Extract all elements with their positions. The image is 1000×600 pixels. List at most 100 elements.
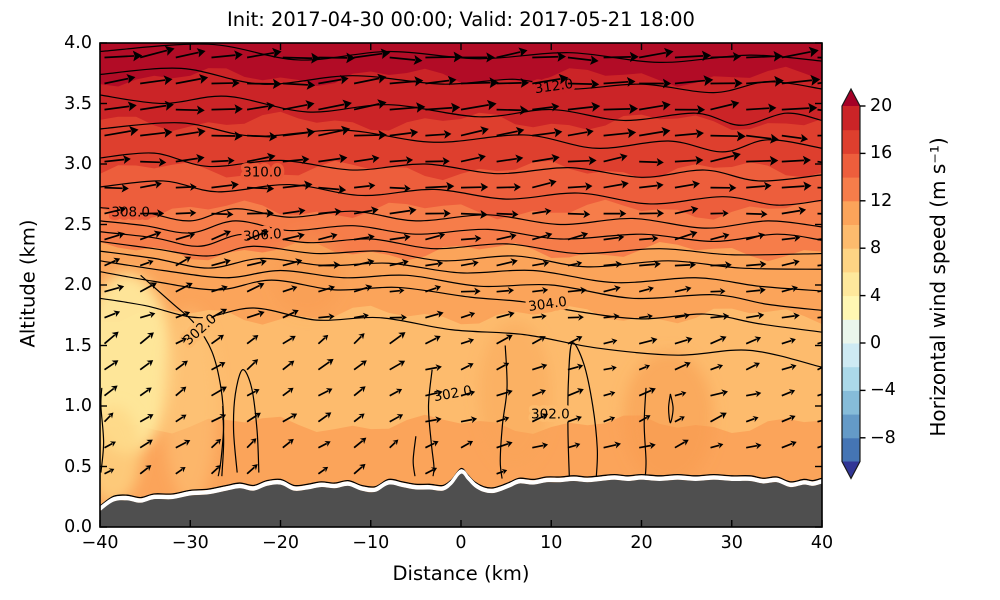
wind-arrow (104, 184, 129, 193)
wind-arrow (710, 99, 740, 111)
wind-arrow (496, 232, 517, 241)
wind-arrow (318, 261, 341, 270)
wind-arrow (425, 209, 451, 218)
wind-arrow (460, 416, 478, 424)
wind-arrow (211, 50, 243, 61)
wind-arrow (318, 284, 335, 293)
wind-arrow (353, 48, 391, 60)
wind-arrow (460, 287, 481, 296)
wind-arrow (282, 180, 313, 190)
wind-arrow (746, 75, 784, 87)
wind-arrow (817, 236, 822, 241)
wind-arrow (460, 311, 476, 319)
wind-arrow (567, 231, 589, 241)
wind-arrow (139, 465, 152, 475)
wind-arrow (389, 102, 426, 113)
wind-arrow (282, 232, 305, 241)
colorbar-band (842, 319, 860, 344)
theta-contour (100, 387, 105, 473)
wind-arrow (817, 212, 822, 216)
wind-arrow (639, 260, 661, 269)
wind-arrow (745, 362, 760, 371)
wind-arrow (246, 282, 265, 293)
plot-title: Init: 2017-04-30 00:00; Valid: 2017-05-2… (227, 8, 695, 31)
wind-arrow (175, 337, 187, 345)
windspeed-patch (479, 321, 552, 467)
colorbar-tick-label: 8 (870, 238, 882, 259)
wind-arrow (639, 442, 656, 450)
wind-arrow (211, 210, 234, 219)
wind-arrow (674, 180, 700, 189)
wind-arrow (674, 75, 714, 87)
colorbar-band (842, 224, 860, 249)
wind-arrow (246, 335, 259, 345)
wind-arrow (603, 416, 616, 423)
wind-arrow (175, 127, 206, 137)
wind-arrow (282, 155, 310, 165)
wind-arrow (104, 74, 136, 85)
terrain-surface-white-line (100, 469, 822, 511)
wind-arrow (781, 206, 807, 215)
wind-arrow (140, 180, 162, 189)
wind-arrow (603, 51, 639, 63)
wind-arrow (246, 464, 258, 475)
wind-arrow (532, 363, 548, 371)
wind-arrow (710, 335, 727, 345)
wind-arrow (460, 259, 479, 267)
wind-arrow (532, 260, 550, 268)
theta-contour (100, 220, 822, 243)
wind-arrow (140, 157, 167, 167)
wind-arrow (817, 417, 822, 423)
x-tick-label: −10 (352, 533, 390, 553)
wind-arrow (175, 48, 206, 59)
wind-arrow (746, 133, 779, 144)
wind-arrow (353, 233, 375, 242)
wind-arrow (460, 440, 474, 449)
wind-arrow (746, 181, 772, 191)
wind-arrow (282, 258, 303, 267)
wind-arrow (746, 210, 768, 218)
wind-arrow (246, 152, 276, 163)
wind-arrow (246, 412, 261, 423)
wind-arrow (211, 334, 224, 345)
wind-arrow (175, 74, 209, 85)
wind-arrow (282, 438, 294, 449)
colorbar-band (842, 343, 860, 368)
windspeed-patch (100, 406, 141, 503)
wind-arrow (104, 468, 115, 475)
wind-arrow (496, 310, 515, 319)
wind-arrow (282, 360, 295, 371)
wind-arrow (532, 231, 553, 241)
wind-arrow (674, 285, 692, 293)
wind-arrow (389, 388, 403, 397)
colorbar-tick-label: 0 (870, 333, 882, 353)
wind-arrow (745, 336, 762, 345)
wind-arrow (674, 336, 693, 345)
wind-arrow (639, 209, 665, 218)
wind-arrow (246, 359, 259, 371)
y-tick-label: 1.0 (64, 396, 92, 416)
colorbar-band (842, 414, 860, 439)
wind-arrow (781, 414, 796, 423)
wind-arrow (674, 104, 706, 115)
wind-arrow (603, 260, 622, 268)
wind-arrow (460, 389, 476, 397)
wind-arrow (496, 154, 524, 164)
wind-arrow (389, 332, 406, 345)
wind-arrow (282, 100, 315, 111)
contour-label: 308.0 (111, 204, 150, 220)
wind-arrow (389, 128, 419, 138)
wind-arrow (603, 128, 637, 139)
y-tick-label: 0.5 (64, 456, 92, 477)
x-tick-label: 20 (630, 533, 653, 553)
y-tick-label: 2.5 (64, 214, 92, 235)
theta-contour (100, 250, 822, 292)
wind-arrow (496, 210, 519, 219)
wind-arrow (247, 78, 282, 89)
wind-arrow (175, 439, 191, 449)
wind-arrow (103, 331, 119, 345)
x-tick-label: 40 (810, 533, 834, 553)
wind-arrow (353, 284, 373, 293)
wind-arrow (603, 103, 638, 114)
